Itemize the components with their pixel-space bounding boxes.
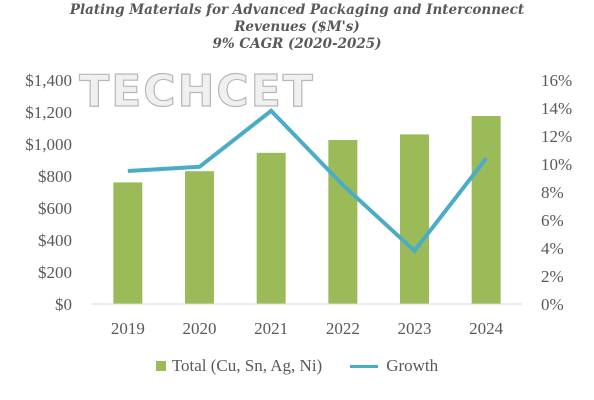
- bar: [185, 171, 214, 304]
- legend: Total (Cu, Sn, Ag, Ni) Growth: [0, 356, 594, 376]
- y-right-tick-label: 14%: [541, 99, 572, 118]
- x-tick-label: 2019: [111, 319, 145, 338]
- y-right-tick-label: 0%: [541, 295, 564, 314]
- x-tick-label: 2024: [469, 319, 504, 338]
- y-right-tick-label: 4%: [541, 239, 564, 258]
- legend-label-growth: Growth: [386, 356, 439, 375]
- legend-label-total: Total (Cu, Sn, Ag, Ni): [171, 356, 323, 375]
- x-tick-label: 2020: [183, 319, 217, 338]
- bar: [256, 152, 286, 304]
- x-tick-label: 2023: [398, 319, 432, 338]
- growth-line: [127, 108, 488, 254]
- chart-title-line-3: 9% CAGR (2020-2025): [212, 36, 382, 52]
- y-left-tick-label: $1,400: [25, 71, 72, 90]
- y-left-tick-label: $400: [38, 231, 72, 250]
- bar: [328, 140, 358, 304]
- chart-title: Plating Materials for Advanced Packaging…: [0, 2, 594, 53]
- legend-bar-swatch: [155, 361, 166, 371]
- y-left-tick-label: $1,000: [25, 135, 72, 154]
- y-left-tick-label: $0: [55, 295, 72, 314]
- legend-line-swatch: [350, 364, 379, 368]
- y-left-tick-label: $800: [38, 167, 72, 186]
- bar: [471, 116, 501, 304]
- y-right-tick-label: 8%: [541, 183, 564, 202]
- y-right-tick-label: 2%: [541, 267, 564, 286]
- bar: [113, 182, 143, 304]
- chart-title-line-1: Plating Materials for Advanced Packaging…: [69, 2, 525, 18]
- x-tick-label: 2022: [326, 319, 360, 338]
- y-right-tick-label: 10%: [541, 155, 572, 174]
- legend-item-total: Total (Cu, Sn, Ag, Ni): [155, 356, 323, 376]
- y-right-tick-label: 12%: [541, 127, 572, 146]
- y-right-tick-label: 16%: [541, 71, 572, 90]
- y-left-tick-label: $200: [38, 263, 72, 282]
- chart-title-line-2: Revenues ($M's): [234, 19, 360, 35]
- y-right-tick-label: 6%: [541, 211, 564, 230]
- y-left-tick-label: $1,200: [25, 103, 72, 122]
- watermark-logo: TECHCET: [79, 66, 315, 117]
- bar: [400, 134, 429, 304]
- x-tick-label: 2021: [254, 319, 288, 338]
- legend-item-growth: Growth: [350, 356, 438, 376]
- y-left-tick-label: $600: [38, 199, 72, 218]
